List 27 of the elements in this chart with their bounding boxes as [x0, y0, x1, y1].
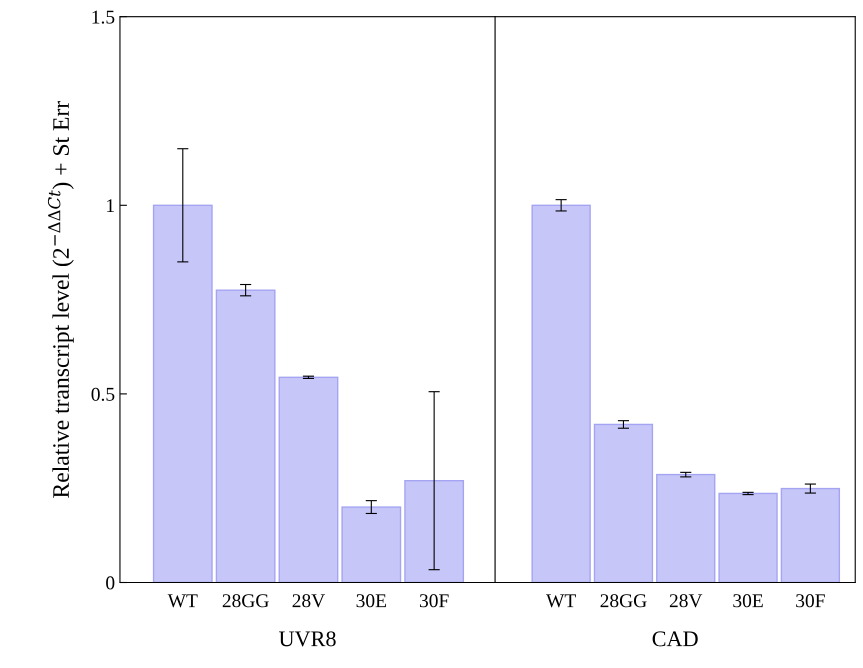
bar — [656, 474, 716, 582]
bar — [780, 488, 840, 582]
x-tick-label: 30F — [420, 594, 449, 608]
x-tick-label: 30E — [356, 594, 386, 608]
x-tick-label: WT — [168, 594, 198, 608]
x-tick-label: 30E — [733, 594, 763, 608]
y-tick-label: 1 — [107, 199, 114, 212]
x-tick-label: 30F — [796, 594, 825, 608]
x-tick-label: 28V — [670, 594, 702, 608]
bar — [594, 424, 654, 582]
bar — [404, 480, 464, 582]
x-tick-label: 28V — [292, 594, 325, 608]
bar — [278, 376, 338, 582]
y-tick-label: 0.5 — [92, 388, 114, 401]
bar — [216, 289, 276, 582]
x-axis-title: UVR8 — [278, 631, 336, 646]
bar — [152, 204, 213, 582]
y-axis-title: Relative transcript level (2$^{−ΔΔCt}$) + St Err — [48, 101, 74, 498]
bar — [341, 506, 402, 582]
x-tick-label: 28GG — [222, 594, 269, 608]
bar — [531, 204, 591, 582]
x-tick-label: WT — [546, 594, 576, 608]
x-tick-label: 28GG — [600, 594, 647, 608]
y-tick-label: 1.5 — [92, 10, 114, 24]
y-tick-label: 0 — [106, 576, 114, 590]
x-axis-title: CAD — [652, 631, 698, 646]
bar — [718, 492, 778, 582]
